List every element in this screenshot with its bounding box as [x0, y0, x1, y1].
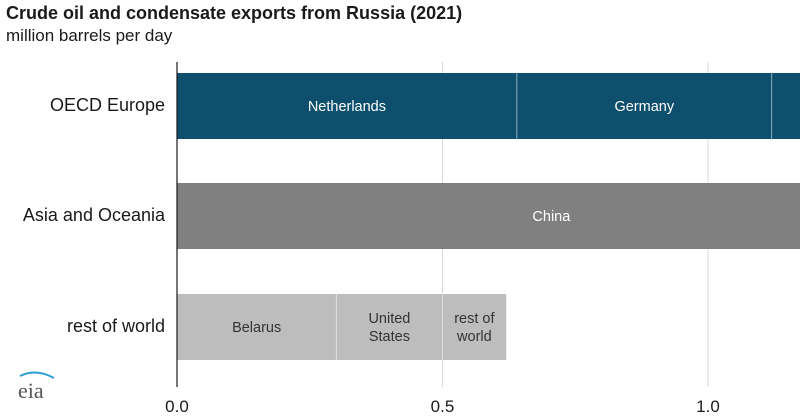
bar-segment [442, 294, 507, 360]
bar-segment [177, 183, 800, 249]
segment-label: rest of world [454, 311, 495, 345]
category-label: rest of world [67, 316, 165, 336]
segment-label: Belarus [232, 320, 281, 336]
x-tick-label: 1.0 [696, 397, 720, 416]
segment-label: United States [368, 311, 410, 345]
eia-logo-text: eia [18, 378, 44, 403]
bars: NetherlandsGermanyPolandrest of regionCh… [177, 73, 800, 360]
category-label: Asia and Oceania [23, 205, 166, 225]
category-label: OECD Europe [50, 95, 165, 115]
bar-segment [771, 73, 800, 139]
bar-segment [177, 73, 517, 139]
bar-segment [516, 73, 772, 139]
bar-segment [336, 294, 443, 360]
chart-title: Crude oil and condensate exports from Ru… [6, 3, 463, 23]
chart-subtitle: million barrels per day [6, 26, 173, 45]
x-tick-label: 0.5 [431, 397, 455, 416]
eia-logo-arc [19, 371, 55, 379]
x-tick-label: 0.0 [165, 397, 189, 416]
eia-logo: eia [18, 371, 55, 403]
segment-label: China [532, 209, 571, 225]
bar-segment [177, 294, 337, 360]
segment-label: Netherlands [308, 99, 386, 115]
segment-label: Germany [614, 99, 674, 115]
